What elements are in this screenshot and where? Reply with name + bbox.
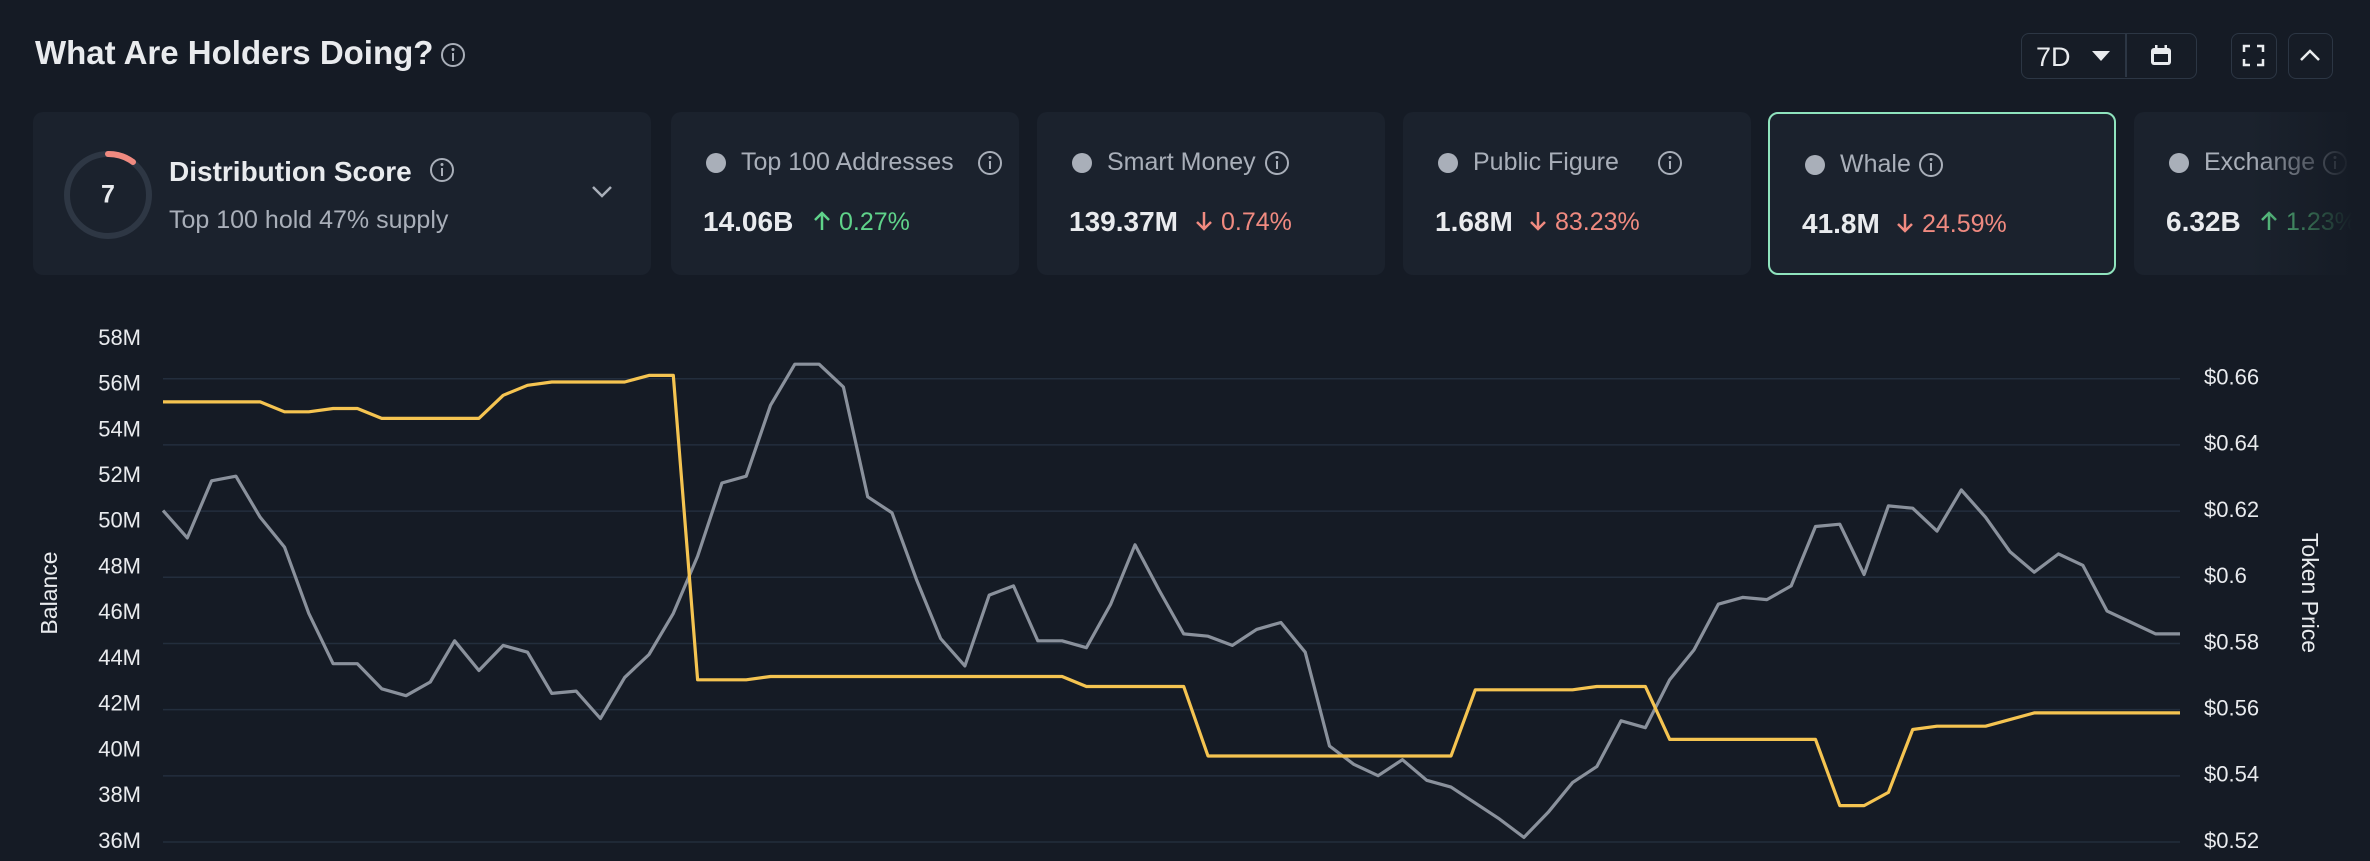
y-axis-title: Balance [36,551,62,634]
card-label: Smart Money [1107,148,1256,176]
y2-tick-label: $0.66 [2204,365,2259,390]
card-value: 139.37M [1069,206,1178,237]
page-title: What Are Holders Doing? [35,34,434,71]
collapse-button[interactable] [2288,33,2333,79]
y2-tick-label: $0.62 [2204,497,2259,522]
range-button[interactable]: 7D [2036,42,2071,72]
y-tick-label: 44M [98,645,141,670]
card-value: 1.68M [1435,206,1513,237]
expand-chevron[interactable] [589,182,615,202]
y-tick-label: 36M [98,828,141,853]
change-arrow [1196,212,1212,231]
card-change: 24.59% [1922,210,2007,238]
dropdown-arrow [2092,51,2110,61]
metric-card[interactable]: Top 100 Addresses 14.06B 0.27% [671,112,1019,275]
y-tick-label: 58M [98,325,141,350]
change-arrow [1897,214,1913,233]
score-ring: 7 [64,150,152,239]
y-tick-label: 48M [98,553,141,578]
y2-tick-label: $0.6 [2204,563,2247,588]
card-icon [706,153,726,173]
range-group: 7D [2021,33,2197,79]
y2-tick-label: $0.54 [2204,762,2259,787]
y2-tick-label: $0.64 [2204,431,2259,456]
y2-tick-label: $0.58 [2204,629,2259,654]
y2-axis-title: Token Price [2297,533,2323,653]
metric-card[interactable]: Whale 41.8M 24.59% [1768,112,2116,275]
change-arrow [814,211,830,230]
card-icon [2169,153,2189,173]
y-tick-label: 54M [98,416,141,441]
info-icon[interactable] [977,150,1003,176]
card-icon [1438,153,1458,173]
card-change: 0.74% [1221,208,1292,236]
card-value: 6.32B [2166,206,2241,237]
balance-line [161,362,2180,839]
info-icon[interactable] [1918,152,1944,178]
fade-overlay [2250,100,2370,290]
info-icon[interactable] [1264,150,1290,176]
score-subtitle: Top 100 hold 47% supply [169,206,449,234]
card-icon [1072,153,1092,173]
y-tick-label: 46M [98,599,141,624]
y-tick-label: 42M [98,691,141,716]
calendar-button[interactable] [2150,45,2172,67]
metric-card[interactable]: Smart Money 139.37M 0.74% [1037,112,1385,275]
divider [2125,34,2127,77]
card-change: 0.27% [839,208,910,236]
card-label: Whale [1840,150,1911,178]
score-label: Distribution Score [169,156,412,187]
score-card[interactable]: 7 Distribution Score Top 100 hold 47% su… [33,112,651,275]
card-change: 83.23% [1555,208,1640,236]
card-value: 14.06B [703,206,794,237]
y2-tick-label: $0.52 [2204,828,2259,853]
change-arrow [1530,212,1546,231]
y-tick-label: 50M [98,508,141,533]
score-value: 7 [101,181,115,209]
card-label: Top 100 Addresses [741,148,954,176]
price-line [163,373,2180,808]
fullscreen-button[interactable] [2231,33,2277,79]
card-icon [1805,155,1825,175]
y2-tick-label: $0.56 [2204,695,2259,720]
info-icon[interactable] [1657,150,1683,176]
y-tick-label: 52M [98,462,141,487]
y-tick-label: 56M [98,371,141,396]
info-icon[interactable] [429,157,455,183]
card-label: Public Figure [1473,148,1619,176]
info-icon[interactable] [440,42,466,68]
card-value: 41.8M [1802,208,1880,239]
y-tick-label: 38M [98,782,141,807]
metric-card[interactable]: Public Figure 1.68M 83.23% [1403,112,1751,275]
y-tick-label: 40M [98,736,141,761]
